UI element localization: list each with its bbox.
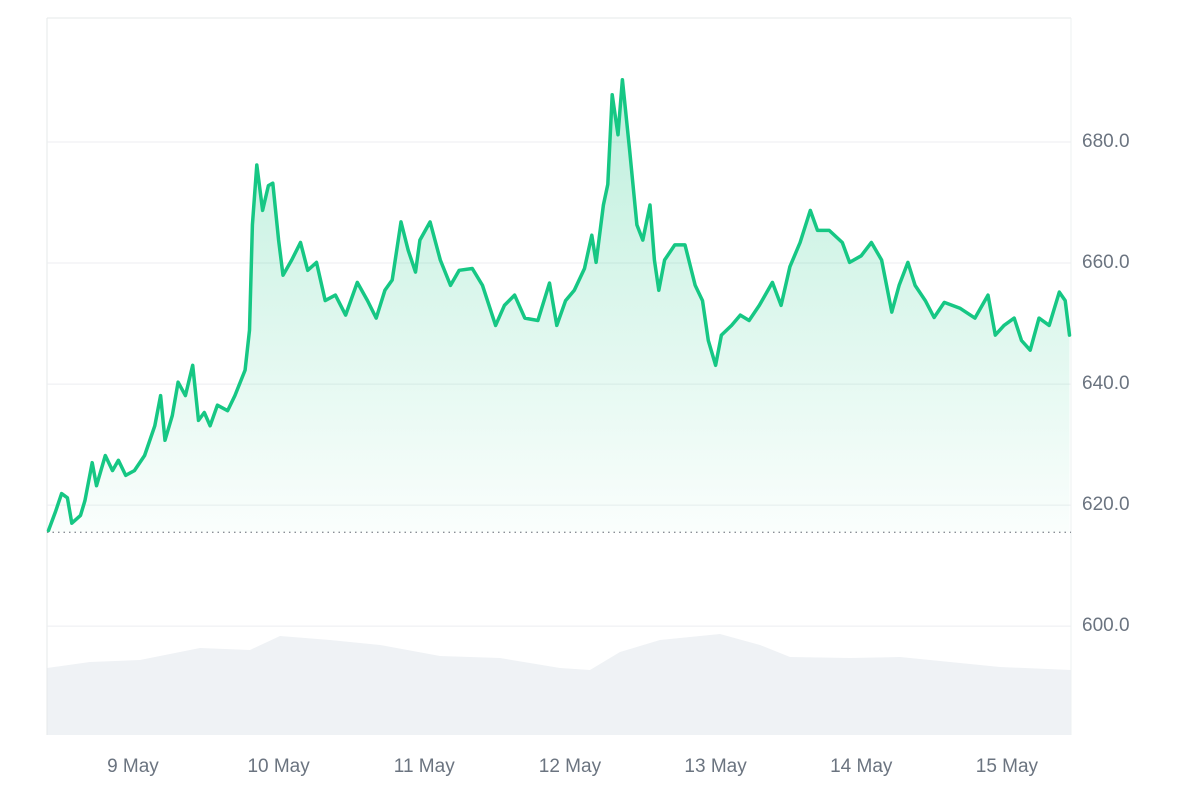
x-tick-label: 10 May: [247, 756, 310, 777]
y-tick-label: 680.0: [1082, 131, 1130, 152]
y-tick-label: 620.0: [1082, 494, 1130, 515]
y-tick-label: 660.0: [1082, 252, 1130, 273]
price-line: [46, 77, 1072, 533]
y-tick-label: 640.0: [1082, 373, 1130, 394]
x-tick-label: 12 May: [539, 756, 602, 777]
x-tick-label: 11 May: [394, 756, 455, 777]
volume-area: [47, 634, 1071, 735]
y-tick-label: 600.0: [1082, 615, 1130, 636]
x-tick-label: 15 May: [976, 756, 1039, 777]
x-tick-label: 13 May: [684, 756, 747, 777]
x-tick-label: 9 May: [107, 756, 159, 777]
x-tick-label: 14 May: [830, 756, 893, 777]
price-area: [48, 79, 1070, 533]
